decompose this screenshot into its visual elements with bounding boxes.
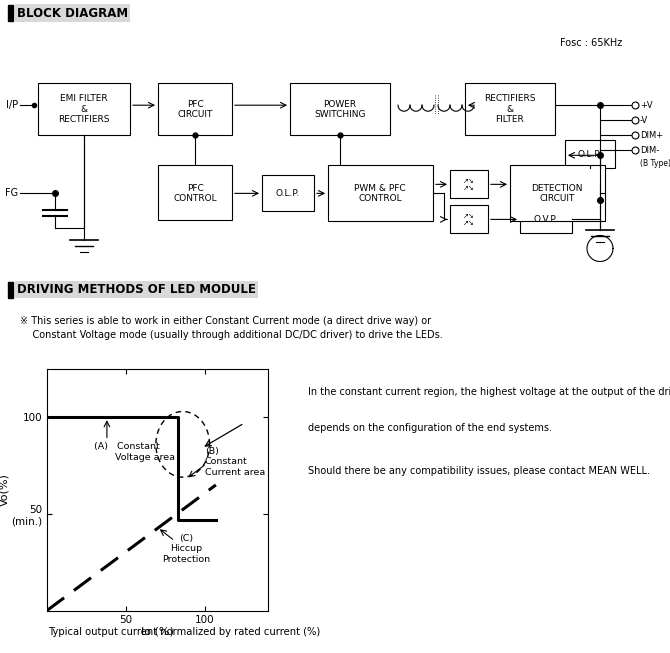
Text: FG: FG	[5, 188, 18, 199]
Text: (B)
Constant
Current area: (B) Constant Current area	[205, 447, 265, 477]
Bar	[565, 140, 615, 168]
Text: DIM-: DIM-	[640, 146, 659, 155]
Bar	[158, 165, 232, 221]
Text: (C)
Hiccup
Protection: (C) Hiccup Protection	[162, 534, 210, 564]
Bar	[450, 206, 488, 233]
Text: O.L.P.: O.L.P.	[276, 189, 300, 198]
Text: Should there be any compatibility issues, please contact MEAN WELL.: Should there be any compatibility issues…	[308, 466, 650, 476]
Text: DIM+: DIM+	[640, 131, 663, 140]
X-axis label: Io (%): Io (%)	[141, 627, 174, 637]
Text: O.V.P.: O.V.P.	[534, 215, 558, 224]
Bar	[8, 5, 13, 21]
Bar	[450, 170, 488, 199]
Text: POWER
SWITCHING: POWER SWITCHING	[314, 99, 366, 119]
Bar	[465, 83, 555, 135]
Text: Typical output current normalized by rated current (%): Typical output current normalized by rat…	[48, 627, 320, 637]
Bar	[158, 83, 232, 135]
Bar	[262, 176, 314, 212]
Text: depends on the configuration of the end systems.: depends on the configuration of the end …	[308, 423, 552, 433]
Text: ↗↘
↗↘: ↗↘ ↗↘	[463, 213, 475, 226]
Bar	[290, 83, 390, 135]
Text: (B Type): (B Type)	[640, 159, 670, 168]
Text: PFC
CONTROL: PFC CONTROL	[173, 183, 217, 203]
Text: Constant Voltage mode (usually through additional DC/DC driver) to drive the LED: Constant Voltage mode (usually through a…	[20, 330, 443, 340]
Bar	[520, 206, 572, 233]
Text: In the constant current region, the highest voltage at the output of the driver: In the constant current region, the high…	[308, 387, 670, 397]
Text: ※ This series is able to work in either Constant Current mode (a direct drive wa: ※ This series is able to work in either …	[20, 315, 431, 326]
Text: I/P: I/P	[6, 100, 18, 110]
Text: Fosc : 65KHz: Fosc : 65KHz	[560, 38, 622, 48]
Bar	[510, 165, 605, 221]
Text: O.L.P.: O.L.P.	[578, 150, 602, 159]
Text: +V: +V	[640, 101, 653, 110]
Text: DRIVING METHODS OF LED MODULE: DRIVING METHODS OF LED MODULE	[17, 283, 256, 296]
Y-axis label: Vo(%): Vo(%)	[0, 473, 9, 506]
Bar	[8, 281, 13, 298]
Text: DETECTION
CIRCUIT: DETECTION CIRCUIT	[531, 183, 583, 203]
Text: ↗↘
↗↘: ↗↘ ↗↘	[463, 178, 475, 191]
Text: PWM & PFC
CONTROL: PWM & PFC CONTROL	[354, 183, 406, 203]
Text: BLOCK DIAGRAM: BLOCK DIAGRAM	[17, 7, 128, 20]
Bar	[38, 83, 130, 135]
Bar	[328, 165, 433, 221]
Text: RECTIFIERS
&
FILTER: RECTIFIERS & FILTER	[484, 94, 536, 124]
Text: (A)   Constant
       Voltage area: (A) Constant Voltage area	[94, 442, 176, 462]
Text: -V: -V	[640, 116, 649, 125]
Text: EMI FILTER
&
RECTIFIERS: EMI FILTER & RECTIFIERS	[58, 94, 110, 124]
Text: PFC
CIRCUIT: PFC CIRCUIT	[178, 99, 212, 119]
